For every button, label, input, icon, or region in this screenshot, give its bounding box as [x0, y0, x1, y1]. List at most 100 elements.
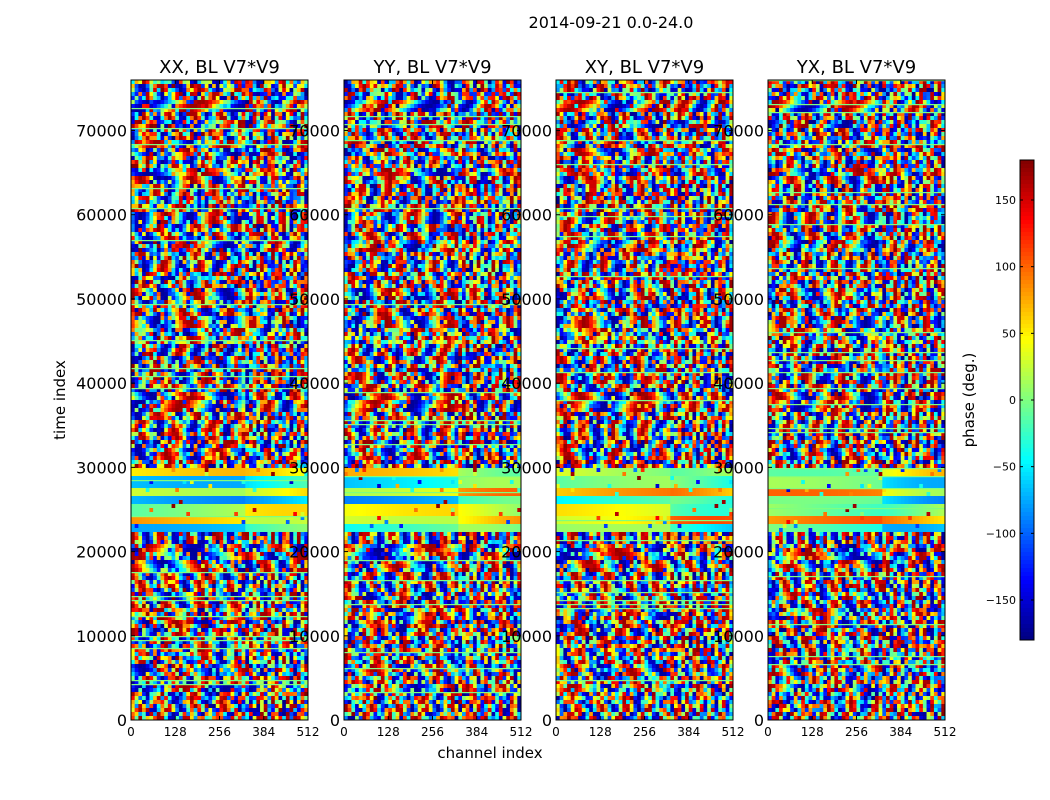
heatmap-cell — [238, 100, 242, 104]
heatmap-cell — [135, 124, 139, 128]
heatmap-cell — [161, 104, 165, 108]
heatmap-cell — [286, 80, 290, 84]
heatmap-cell — [197, 92, 201, 96]
heatmap-cell — [216, 116, 220, 120]
heatmap-cell — [238, 84, 242, 88]
heatmap-cell — [135, 152, 139, 156]
heatmap-cell — [183, 136, 187, 140]
heatmap-cell — [186, 116, 190, 120]
heatmap-cell — [264, 136, 268, 140]
heatmap-cell — [267, 96, 271, 100]
heatmap-cell — [208, 100, 212, 104]
heatmap-cell — [186, 92, 190, 96]
flag-gap — [131, 128, 308, 129]
heatmap-cell — [279, 164, 283, 168]
heatmap-cell — [238, 140, 242, 144]
heatmap-cell — [238, 160, 242, 164]
heatmap-cell — [183, 80, 187, 84]
heatmap-cell — [242, 112, 246, 116]
heatmap-cell — [279, 88, 283, 92]
heatmap-cell — [205, 160, 209, 164]
heatmap-cell — [212, 124, 216, 128]
heatmap-cell — [146, 164, 150, 168]
heatmap-cell — [175, 160, 179, 164]
heatmap-cell — [253, 156, 257, 160]
heatmap-cell — [220, 88, 224, 92]
heatmap-cell — [194, 96, 198, 100]
heatmap-cell — [161, 88, 165, 92]
heatmap-cell — [135, 84, 139, 88]
heatmap-cell — [290, 88, 294, 92]
heatmap-cell — [131, 96, 135, 100]
heatmap-cell — [194, 160, 198, 164]
heatmap-cell — [223, 92, 227, 96]
heatmap-cell — [179, 88, 183, 92]
heatmap-cell — [282, 96, 286, 100]
heatmap-cell — [260, 152, 264, 156]
heatmap-cell — [223, 112, 227, 116]
heatmap-cell — [216, 136, 220, 140]
heatmap-cell — [223, 100, 227, 104]
heatmap-cell — [301, 156, 305, 160]
heatmap-cell — [138, 92, 142, 96]
heatmap-cell — [142, 164, 146, 168]
heatmap-cell — [279, 132, 283, 136]
heatmap-cell — [267, 88, 271, 92]
heatmap-cell — [271, 156, 275, 160]
heatmap-cell — [253, 96, 257, 100]
heatmap-cell — [271, 84, 275, 88]
heatmap-cell — [186, 120, 190, 124]
heatmap-cell — [212, 88, 216, 92]
heatmap-cell — [201, 156, 205, 160]
heatmap-cell — [234, 92, 238, 96]
heatmap-cell — [231, 148, 235, 152]
heatmap-cell — [238, 152, 242, 156]
heatmap-cell — [138, 80, 142, 84]
heatmap-cell — [216, 104, 220, 108]
heatmap-cell — [197, 116, 201, 120]
heatmap-cell — [223, 116, 227, 120]
heatmap-cell — [161, 92, 165, 96]
heatmap-cell — [282, 148, 286, 152]
heatmap-cell — [138, 164, 142, 168]
heatmap-cell — [131, 116, 135, 120]
heatmap-cell — [249, 148, 253, 152]
heatmap-cell — [157, 152, 161, 156]
heatmap-cell — [146, 168, 150, 172]
heatmap-cell — [216, 120, 220, 124]
heatmap-cell — [231, 160, 235, 164]
heatmap-cell — [301, 112, 305, 116]
heatmap-cell — [253, 100, 257, 104]
heatmap-cell — [227, 100, 231, 104]
heatmap-cell — [220, 80, 224, 84]
heatmap-cell — [253, 140, 257, 144]
heatmap-cell — [267, 164, 271, 168]
heatmap-cell — [168, 124, 172, 128]
heatmap-cell — [290, 80, 294, 84]
heatmap-cell — [168, 164, 172, 168]
heatmap-cell — [275, 92, 279, 96]
heatmap-cell — [201, 148, 205, 152]
heatmap-cell — [297, 152, 301, 156]
heatmap-cell — [179, 152, 183, 156]
heatmap-cell — [267, 124, 271, 128]
heatmap-cell — [138, 156, 142, 160]
heatmap-cell — [153, 148, 157, 152]
heatmap-cell — [168, 92, 172, 96]
heatmap-cell — [227, 156, 231, 160]
heatmap-cell — [238, 120, 242, 124]
heatmap-cell — [186, 132, 190, 136]
heatmap-cell — [245, 152, 249, 156]
heatmap-cell — [271, 112, 275, 116]
heatmap-cell — [249, 132, 253, 136]
heatmap-cell — [238, 112, 242, 116]
heatmap-cell — [186, 104, 190, 108]
heatmap-cell — [227, 160, 231, 164]
heatmap-cell — [264, 132, 268, 136]
heatmap-cell — [164, 152, 168, 156]
heatmap-cell — [238, 104, 242, 108]
heatmap-cell — [290, 96, 294, 100]
heatmap-cell — [223, 164, 227, 168]
heatmap-cell — [249, 92, 253, 96]
heatmap-cell — [190, 92, 194, 96]
